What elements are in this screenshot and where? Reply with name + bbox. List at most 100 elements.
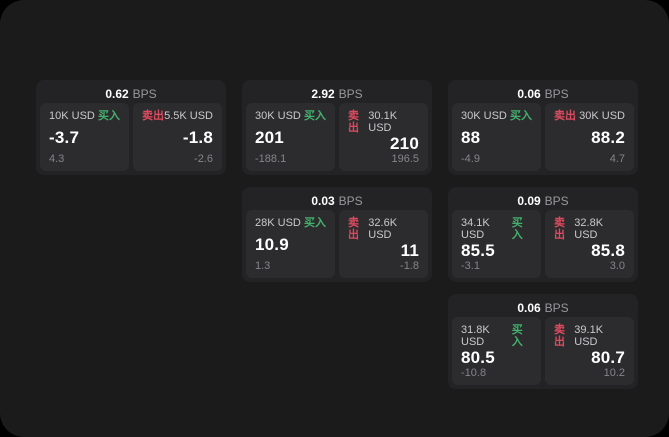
buy-delta-value: 1.3 (255, 260, 271, 272)
buy-panel-top: 34.1K USD 买入 (461, 217, 532, 241)
quote-card: 0.62 BPS 10K USD 买入 -3.7 4.3 卖出 5.5K USD… (36, 80, 226, 175)
sell-panel-top: 卖出 39.1K USD (554, 324, 625, 348)
buy-delta-value: -3.1 (461, 260, 480, 272)
bps-header: 0.06 BPS (452, 84, 634, 103)
sell-delta-value: 4.7 (609, 153, 625, 165)
buy-side-label: 买入 (98, 110, 120, 122)
buy-delta-value: -10.8 (461, 367, 487, 379)
sell-quote-panel[interactable]: 卖出 32.8K USD 85.8 3.0 (545, 210, 634, 278)
bps-value: 0.09 (517, 193, 541, 208)
buy-side-label: 买入 (511, 217, 523, 241)
quote-panels: 30K USD 买入 88 -4.9 卖出 30K USD 88.2 4.7 (452, 103, 634, 171)
buy-price-value: -3.7 (49, 127, 80, 147)
buy-panel-top: 30K USD 买入 (255, 110, 326, 122)
buy-panel-top: 10K USD 买入 (49, 110, 120, 122)
buy-delta-value: -4.9 (461, 153, 480, 165)
sell-panel-top: 卖出 32.8K USD (554, 217, 625, 241)
sell-delta-value: 3.0 (609, 260, 625, 272)
bps-header: 0.62 BPS (40, 84, 222, 103)
sell-side-label: 卖出 (554, 324, 565, 348)
buy-price-value: 80.5 (461, 347, 495, 367)
buy-quote-panel[interactable]: 28K USD 买入 10.9 1.3 (246, 210, 335, 278)
sell-price-value: 85.8 (591, 240, 625, 260)
buy-side-label: 买入 (510, 110, 532, 122)
bps-header: 0.06 BPS (452, 298, 634, 317)
sell-panel-top: 卖出 5.5K USD (142, 110, 213, 122)
buy-price-value: 10.9 (255, 234, 289, 254)
buy-amount-label: 28K USD (255, 217, 301, 229)
buy-panel-top: 28K USD 买入 (255, 217, 326, 229)
buy-side-label: 买入 (304, 110, 326, 122)
sell-amount-label: 30K USD (579, 110, 625, 122)
buy-amount-label: 30K USD (255, 110, 301, 122)
buy-delta-value: 4.3 (49, 153, 65, 165)
sell-panel-top: 卖出 32.6K USD (348, 217, 419, 241)
quote-card: 0.03 BPS 28K USD 买入 10.9 1.3 卖出 32.6K US… (242, 187, 432, 282)
bps-unit-label: BPS (544, 300, 569, 315)
sell-quote-panel[interactable]: 卖出 30.1K USD 210 196.5 (339, 103, 428, 171)
bps-unit-label: BPS (544, 86, 569, 101)
sell-side-label: 卖出 (348, 217, 359, 241)
buy-amount-label: 34.1K USD (461, 217, 490, 241)
buy-amount-label: 10K USD (49, 110, 95, 122)
bps-value: 0.03 (311, 193, 335, 208)
bps-value: 2.92 (311, 86, 335, 101)
quote-panels: 31.8K USD 买入 80.5 -10.8 卖出 39.1K USD 80.… (452, 317, 634, 385)
sell-price-value: 11 (400, 240, 419, 260)
sell-panel-top: 卖出 30.1K USD (348, 110, 419, 134)
buy-amount-label: 30K USD (461, 110, 507, 122)
sell-side-label: 卖出 (348, 110, 359, 134)
sell-quote-panel[interactable]: 卖出 5.5K USD -1.8 -2.6 (133, 103, 222, 171)
bps-header: 0.03 BPS (246, 191, 428, 210)
buy-price-value: 85.5 (461, 240, 495, 260)
quote-card-grid: 0.62 BPS 10K USD 买入 -3.7 4.3 卖出 5.5K USD… (36, 80, 638, 389)
sell-quote-panel[interactable]: 卖出 39.1K USD 80.7 10.2 (545, 317, 634, 385)
buy-quote-panel[interactable]: 31.8K USD 买入 80.5 -10.8 (452, 317, 541, 385)
sell-delta-value: -1.8 (400, 260, 419, 272)
quote-card: 0.06 BPS 31.8K USD 买入 80.5 -10.8 卖出 39.1… (448, 294, 638, 389)
buy-delta-value: -188.1 (255, 153, 287, 165)
buy-quote-panel[interactable]: 34.1K USD 买入 85.5 -3.1 (452, 210, 541, 278)
sell-side-label: 卖出 (142, 110, 164, 122)
sell-price-value: 80.7 (591, 347, 625, 367)
bps-unit-label: BPS (544, 193, 569, 208)
buy-quote-panel[interactable]: 30K USD 买入 88 -4.9 (452, 103, 541, 171)
sell-quote-panel[interactable]: 卖出 32.6K USD 11 -1.8 (339, 210, 428, 278)
sell-price-value: 88.2 (591, 127, 625, 147)
buy-panel-top: 30K USD 买入 (461, 110, 532, 122)
sell-amount-label: 39.1K USD (574, 324, 604, 348)
sell-price-value: 210 (390, 133, 419, 153)
buy-price-value: 88 (461, 127, 481, 147)
bps-value: 0.06 (517, 300, 541, 315)
sell-delta-value: 196.5 (391, 153, 419, 165)
sell-amount-label: 32.6K USD (368, 217, 398, 241)
sell-side-label: 卖出 (554, 110, 576, 122)
quote-panels: 30K USD 买入 201 -188.1 卖出 30.1K USD 210 1… (246, 103, 428, 171)
bps-unit-label: BPS (338, 86, 363, 101)
sell-amount-label: 5.5K USD (164, 110, 213, 122)
quote-card: 0.09 BPS 34.1K USD 买入 85.5 -3.1 卖出 32.8K… (448, 187, 638, 282)
quote-panels: 28K USD 买入 10.9 1.3 卖出 32.6K USD 11 -1.8 (246, 210, 428, 278)
buy-quote-panel[interactable]: 10K USD 买入 -3.7 4.3 (40, 103, 129, 171)
quote-card: 2.92 BPS 30K USD 买入 201 -188.1 卖出 30.1K … (242, 80, 432, 175)
buy-side-label: 买入 (511, 324, 523, 348)
buy-amount-label: 31.8K USD (461, 324, 490, 348)
sell-delta-value: 10.2 (603, 367, 625, 379)
sell-amount-label: 32.8K USD (574, 217, 604, 241)
buy-price-value: 201 (255, 127, 284, 147)
sell-delta-value: -2.6 (194, 153, 213, 165)
buy-panel-top: 31.8K USD 买入 (461, 324, 532, 348)
buy-quote-panel[interactable]: 30K USD 买入 201 -188.1 (246, 103, 335, 171)
bps-value: 0.62 (105, 86, 129, 101)
sell-side-label: 卖出 (554, 217, 565, 241)
buy-side-label: 买入 (304, 217, 326, 229)
bps-header: 2.92 BPS (246, 84, 428, 103)
quote-panels: 10K USD 买入 -3.7 4.3 卖出 5.5K USD -1.8 -2.… (40, 103, 222, 171)
quote-card: 0.06 BPS 30K USD 买入 88 -4.9 卖出 30K USD 8… (448, 80, 638, 175)
sell-amount-label: 30.1K USD (368, 110, 398, 134)
sell-panel-top: 卖出 30K USD (554, 110, 625, 122)
bps-header: 0.09 BPS (452, 191, 634, 210)
quote-panels: 34.1K USD 买入 85.5 -3.1 卖出 32.8K USD 85.8… (452, 210, 634, 278)
sell-quote-panel[interactable]: 卖出 30K USD 88.2 4.7 (545, 103, 634, 171)
